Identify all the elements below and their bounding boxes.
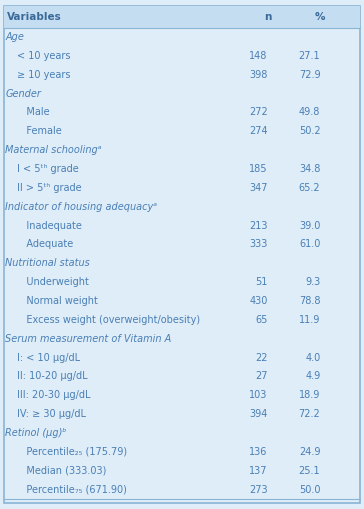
Text: 25.1: 25.1 (299, 466, 320, 476)
Text: Retinol (μg)ᵇ: Retinol (μg)ᵇ (5, 428, 67, 438)
Text: Median (333.03): Median (333.03) (17, 466, 107, 476)
Text: 50.0: 50.0 (299, 485, 320, 495)
Text: Inadequate: Inadequate (17, 220, 82, 231)
Text: 394: 394 (249, 409, 268, 419)
Text: Maternal schoolingᵃ: Maternal schoolingᵃ (5, 145, 102, 155)
Text: 103: 103 (249, 390, 268, 400)
Text: 39.0: 39.0 (299, 220, 320, 231)
Text: 24.9: 24.9 (299, 447, 320, 457)
Text: Excess weight (overweight/obesity): Excess weight (overweight/obesity) (17, 315, 201, 325)
Text: Adequate: Adequate (17, 239, 74, 249)
Text: Gender: Gender (5, 89, 41, 99)
Text: 65: 65 (255, 315, 268, 325)
Text: n: n (264, 12, 271, 22)
Text: 27.1: 27.1 (299, 51, 320, 61)
Text: 11.9: 11.9 (299, 315, 320, 325)
Text: 78.8: 78.8 (299, 296, 320, 306)
Text: II > 5ᵗʰ grade: II > 5ᵗʰ grade (17, 183, 82, 193)
Text: Nutritional status: Nutritional status (5, 258, 90, 268)
Text: 65.2: 65.2 (299, 183, 320, 193)
Text: 137: 137 (249, 466, 268, 476)
Text: Variables: Variables (7, 12, 62, 22)
Text: ≥ 10 years: ≥ 10 years (17, 70, 71, 80)
Text: %: % (315, 12, 325, 22)
Text: Underweight: Underweight (17, 277, 89, 287)
Text: 148: 148 (249, 51, 268, 61)
Text: Female: Female (17, 126, 62, 136)
Text: II: 10-20 μg/dL: II: 10-20 μg/dL (17, 372, 88, 381)
Text: 185: 185 (249, 164, 268, 174)
Text: Age: Age (5, 32, 24, 42)
Text: 274: 274 (249, 126, 268, 136)
Text: 430: 430 (249, 296, 268, 306)
Text: 333: 333 (249, 239, 268, 249)
Text: 18.9: 18.9 (299, 390, 320, 400)
Text: 51: 51 (255, 277, 268, 287)
Text: III: 20-30 μg/dL: III: 20-30 μg/dL (17, 390, 91, 400)
Text: Percentile₇₅ (671.90): Percentile₇₅ (671.90) (17, 485, 127, 495)
Text: Percentile₂₅ (175.79): Percentile₂₅ (175.79) (17, 447, 128, 457)
Text: 213: 213 (249, 220, 268, 231)
Text: Male: Male (17, 107, 50, 118)
Text: 22: 22 (255, 353, 268, 362)
Text: 27: 27 (255, 372, 268, 381)
Text: 61.0: 61.0 (299, 239, 320, 249)
Text: IV: ≥ 30 μg/dL: IV: ≥ 30 μg/dL (17, 409, 87, 419)
Text: 49.8: 49.8 (299, 107, 320, 118)
Text: Serum measurement of Vitamin A: Serum measurement of Vitamin A (5, 334, 172, 344)
Text: 50.2: 50.2 (299, 126, 320, 136)
Text: 4.9: 4.9 (305, 372, 320, 381)
Text: I < 5ᵗʰ grade: I < 5ᵗʰ grade (17, 164, 79, 174)
Text: Indicator of housing adequacyᵃ: Indicator of housing adequacyᵃ (5, 202, 158, 212)
Text: 72.2: 72.2 (298, 409, 320, 419)
Text: 9.3: 9.3 (305, 277, 320, 287)
Bar (4, 6, 360, 27)
Text: 273: 273 (249, 485, 268, 495)
Text: Normal weight: Normal weight (17, 296, 98, 306)
Text: I: < 10 μg/dL: I: < 10 μg/dL (17, 353, 80, 362)
Text: 34.8: 34.8 (299, 164, 320, 174)
Text: 136: 136 (249, 447, 268, 457)
Text: 347: 347 (249, 183, 268, 193)
Text: 398: 398 (249, 70, 268, 80)
Text: 272: 272 (249, 107, 268, 118)
Text: < 10 years: < 10 years (17, 51, 71, 61)
Text: 72.9: 72.9 (299, 70, 320, 80)
Text: 4.0: 4.0 (305, 353, 320, 362)
